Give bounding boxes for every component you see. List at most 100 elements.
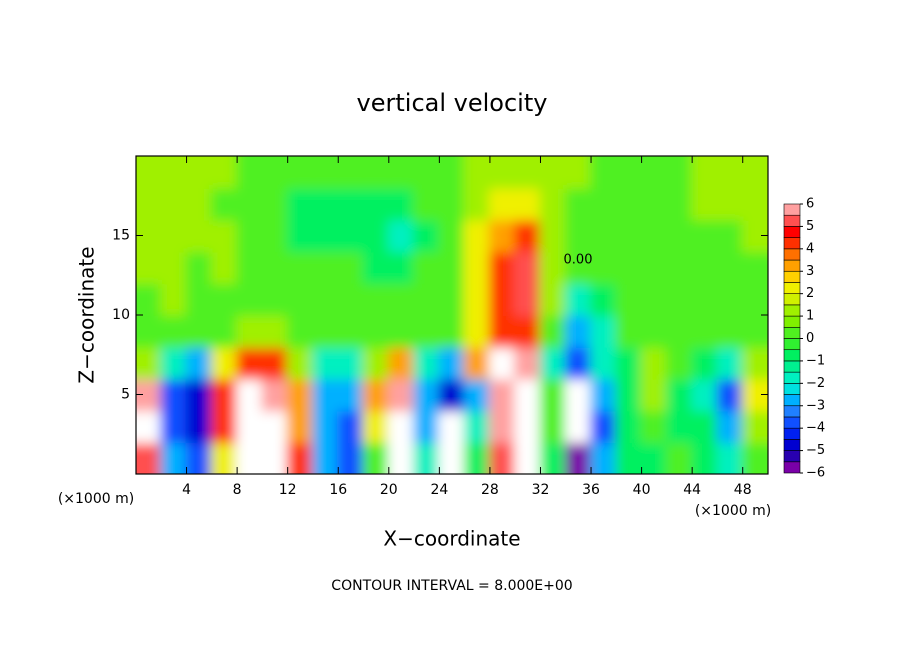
cell xyxy=(665,156,694,189)
cell xyxy=(160,250,188,285)
cell xyxy=(640,186,668,221)
cell xyxy=(640,218,668,253)
cell xyxy=(136,345,163,380)
colorbar-box xyxy=(783,248,801,261)
cell xyxy=(665,377,694,412)
cell xyxy=(590,377,618,412)
cell xyxy=(615,186,643,221)
cell xyxy=(691,441,719,474)
cell xyxy=(590,409,618,444)
colorbar-box xyxy=(783,214,801,227)
cell xyxy=(691,218,719,253)
cell xyxy=(514,345,542,380)
cell xyxy=(413,156,441,189)
colorbar-label: 2 xyxy=(806,286,814,301)
cell xyxy=(691,409,719,444)
cell xyxy=(210,218,239,253)
cell xyxy=(387,441,416,474)
cell xyxy=(236,186,264,221)
cell xyxy=(539,156,567,189)
cell xyxy=(665,441,694,474)
cell xyxy=(741,282,768,316)
cell xyxy=(387,282,416,316)
cell xyxy=(665,345,694,380)
cell xyxy=(362,441,390,474)
cell xyxy=(387,218,416,253)
colorbar-box xyxy=(783,259,801,272)
cell xyxy=(514,156,542,189)
cell xyxy=(438,156,466,189)
cell xyxy=(716,186,744,221)
cell xyxy=(387,250,416,285)
cell xyxy=(716,441,744,474)
cell xyxy=(691,156,719,189)
cell xyxy=(590,218,618,253)
cell xyxy=(514,409,542,444)
cell xyxy=(539,282,567,316)
cell xyxy=(160,345,188,380)
colorbar-box xyxy=(783,237,801,250)
cell xyxy=(640,314,668,348)
cell xyxy=(236,156,264,189)
cell xyxy=(311,441,340,474)
cell xyxy=(514,186,542,221)
cell xyxy=(413,441,441,474)
cell xyxy=(463,282,491,316)
cell xyxy=(311,250,340,285)
cell xyxy=(286,156,314,189)
cell xyxy=(286,282,314,316)
cell xyxy=(640,156,668,189)
cell xyxy=(615,314,643,348)
footer: CONTOUR INTERVAL = 8.000E+00 xyxy=(331,578,572,594)
cell xyxy=(236,218,264,253)
cell xyxy=(337,314,365,348)
cell xyxy=(514,218,542,253)
cell xyxy=(185,156,213,189)
colorbar-box xyxy=(783,282,801,294)
cell xyxy=(665,282,694,316)
cell xyxy=(615,441,643,474)
cell xyxy=(488,156,517,189)
cell xyxy=(311,218,340,253)
y-tick-label: 15 xyxy=(112,228,130,244)
cells xyxy=(136,156,768,474)
x-tick-label: 12 xyxy=(279,482,297,498)
cell xyxy=(590,345,618,380)
cell xyxy=(564,156,593,189)
colorbar-label: −3 xyxy=(806,398,825,413)
cell xyxy=(236,441,264,474)
cell xyxy=(337,345,365,380)
cell xyxy=(438,441,466,474)
cell xyxy=(387,377,416,412)
cell xyxy=(362,345,390,380)
cell xyxy=(311,314,340,348)
colorbar-box xyxy=(783,405,801,418)
cell xyxy=(311,186,340,221)
cell xyxy=(463,250,491,285)
cell xyxy=(160,441,188,474)
x-tick-label: 4 xyxy=(182,482,191,498)
cell xyxy=(665,314,694,348)
cell xyxy=(311,156,340,189)
cell xyxy=(438,282,466,316)
cell xyxy=(640,377,668,412)
cell xyxy=(539,186,567,221)
cell xyxy=(665,218,694,253)
cell xyxy=(438,250,466,285)
cell xyxy=(640,345,668,380)
cell xyxy=(261,250,289,285)
cell xyxy=(160,409,188,444)
cell xyxy=(413,218,441,253)
cell xyxy=(311,377,340,412)
cell xyxy=(136,282,163,316)
cell xyxy=(438,409,466,444)
cell xyxy=(741,186,768,221)
cell xyxy=(716,218,744,253)
y-axis-label: Z−coordinate xyxy=(75,246,99,383)
cell xyxy=(615,345,643,380)
cell xyxy=(160,156,188,189)
colorbar-label: 4 xyxy=(806,241,814,256)
cell xyxy=(261,441,289,474)
x-tick-label: 20 xyxy=(380,482,398,498)
colorbar-label: 3 xyxy=(806,264,814,279)
